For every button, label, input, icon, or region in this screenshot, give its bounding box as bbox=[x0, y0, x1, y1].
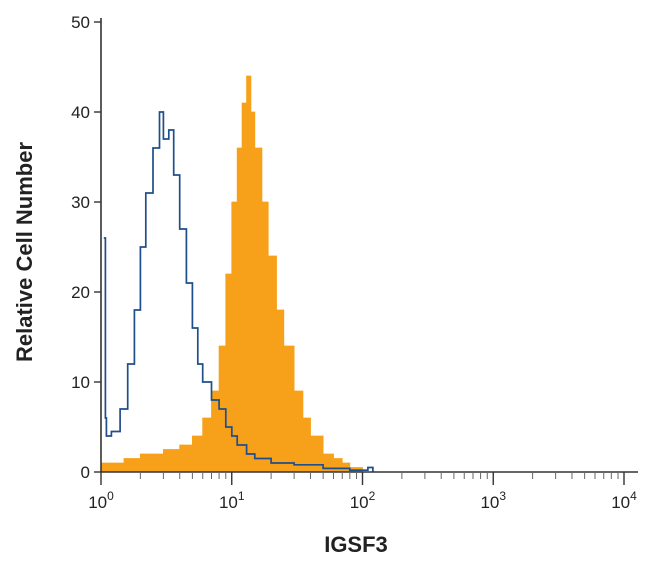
series-layer bbox=[100, 75, 374, 473]
y-tick-label: 20 bbox=[71, 283, 90, 302]
y-tick-label: 40 bbox=[71, 103, 90, 122]
y-axis-title: Relative Cell Number bbox=[12, 142, 37, 363]
y-tick-label: 10 bbox=[71, 373, 90, 392]
x-tick-label: 101 bbox=[219, 489, 245, 512]
x-tick-label: 104 bbox=[611, 489, 637, 512]
x-axis-title: IGSF3 bbox=[324, 532, 388, 557]
x-tick-label: 102 bbox=[350, 489, 376, 512]
y-tick-label: 30 bbox=[71, 193, 90, 212]
y-tick-label: 50 bbox=[71, 13, 90, 32]
x-tick-label: 103 bbox=[480, 489, 506, 512]
ticks-layer: 0 10 20 30 40 50 100 101 102 103 104 bbox=[71, 13, 637, 512]
y-tick-label: 0 bbox=[81, 463, 90, 482]
series-1-histogram bbox=[103, 111, 374, 472]
series-0-histogram bbox=[100, 75, 363, 473]
x-tick-label: 100 bbox=[88, 489, 114, 512]
axes-layer bbox=[100, 18, 638, 473]
